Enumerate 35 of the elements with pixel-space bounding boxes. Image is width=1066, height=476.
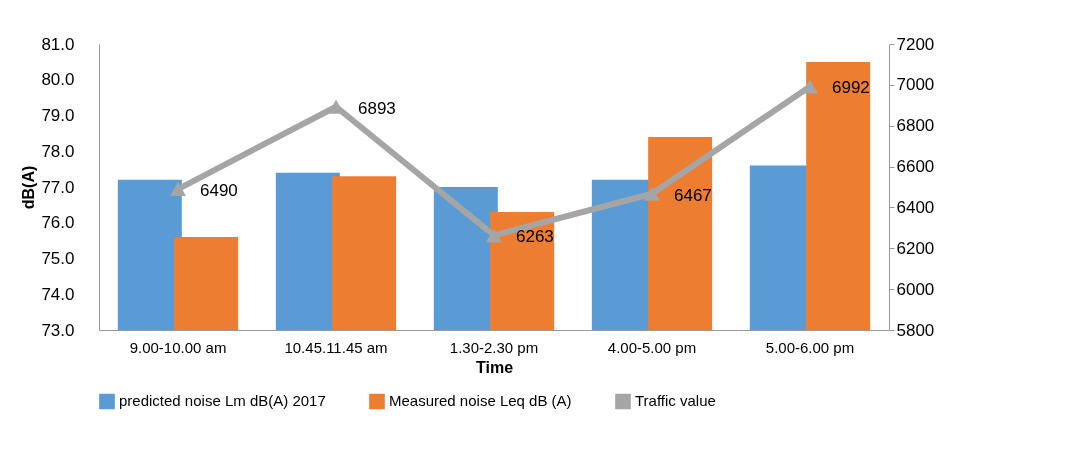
y-tick-label: 74.0 xyxy=(41,284,75,304)
y-tick-label: 80.0 xyxy=(41,70,75,90)
data-label: 6467 xyxy=(674,185,712,205)
y-tick-label: 77.0 xyxy=(41,177,75,197)
y2-tick-label: 6000 xyxy=(896,279,935,299)
y-tick-label: 75.0 xyxy=(41,249,75,268)
y-tick-label: 79.0 xyxy=(41,106,75,125)
y2-tick-label: 7000 xyxy=(896,75,935,95)
y2-tick-label: 6200 xyxy=(896,238,935,258)
x-axis-title: Time xyxy=(475,358,514,376)
point xyxy=(643,186,661,201)
y2-tick-label: 7200 xyxy=(896,34,935,54)
y-tick-label: 73.0 xyxy=(41,320,75,340)
y-axis-title: dB(A) xyxy=(20,165,38,210)
y-tick-label: 81.0 xyxy=(41,34,75,54)
x-tick-label: 4.00-5.00 pm xyxy=(607,338,697,356)
y2-tick-label: 6400 xyxy=(896,197,935,217)
data-label: 6490 xyxy=(200,181,238,201)
data-label: 6992 xyxy=(832,78,870,98)
x-tick-label: 9.00-10.00 am xyxy=(129,338,227,356)
legend-label: Measured noise Leq dB (A) xyxy=(389,392,572,410)
y2-tick-label: 5800 xyxy=(896,320,935,340)
point xyxy=(169,182,187,197)
legend-label: Traffic value xyxy=(635,392,716,410)
data-label: 6893 xyxy=(358,98,396,118)
data-label: 6263 xyxy=(516,227,554,247)
legend-label: predicted noise Lm dB(A) 2017 xyxy=(119,392,326,410)
x-tick-label: 10.45.11.45 am xyxy=(284,338,388,356)
y2-tick-label: 6800 xyxy=(896,116,935,136)
y2-tick-label: 6600 xyxy=(896,157,935,177)
y-tick-label: 76.0 xyxy=(41,213,75,233)
y-tick-label: 78.0 xyxy=(41,141,75,161)
point xyxy=(485,228,503,243)
x-tick-label: 1.30-2.30 pm xyxy=(449,338,539,356)
x-tick-label: 5.00-6.00 pm xyxy=(765,338,855,356)
